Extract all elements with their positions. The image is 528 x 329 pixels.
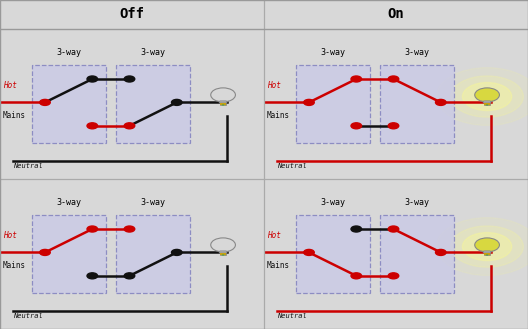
Text: 3-way: 3-way xyxy=(404,48,430,58)
Circle shape xyxy=(486,254,488,256)
Text: Mains: Mains xyxy=(3,262,26,270)
Circle shape xyxy=(124,273,135,279)
Circle shape xyxy=(451,76,523,117)
Circle shape xyxy=(40,249,50,255)
Circle shape xyxy=(351,76,362,82)
Text: Off: Off xyxy=(119,8,145,21)
Circle shape xyxy=(222,104,224,106)
Text: 3-way: 3-way xyxy=(140,198,166,208)
Text: Mains: Mains xyxy=(267,112,290,120)
FancyBboxPatch shape xyxy=(220,104,227,105)
Text: Hot: Hot xyxy=(3,232,16,240)
Circle shape xyxy=(436,99,446,105)
Circle shape xyxy=(87,76,98,82)
Circle shape xyxy=(388,273,399,279)
Circle shape xyxy=(436,218,528,275)
Circle shape xyxy=(304,99,314,105)
FancyBboxPatch shape xyxy=(220,103,227,105)
FancyBboxPatch shape xyxy=(484,104,491,105)
Circle shape xyxy=(211,88,235,102)
Text: Mains: Mains xyxy=(3,112,26,120)
Polygon shape xyxy=(219,101,227,103)
Circle shape xyxy=(436,68,528,125)
FancyBboxPatch shape xyxy=(484,103,491,105)
FancyBboxPatch shape xyxy=(484,103,491,104)
FancyBboxPatch shape xyxy=(116,215,190,293)
Circle shape xyxy=(87,273,98,279)
Circle shape xyxy=(124,226,135,232)
FancyBboxPatch shape xyxy=(484,254,491,255)
Circle shape xyxy=(351,273,362,279)
FancyBboxPatch shape xyxy=(220,254,227,255)
Circle shape xyxy=(172,249,182,255)
FancyBboxPatch shape xyxy=(380,215,454,293)
FancyBboxPatch shape xyxy=(296,65,370,143)
Text: Neutral: Neutral xyxy=(13,313,43,319)
Text: Hot: Hot xyxy=(267,232,280,240)
Circle shape xyxy=(475,88,499,102)
Circle shape xyxy=(124,76,135,82)
Circle shape xyxy=(463,83,512,111)
Circle shape xyxy=(40,99,50,105)
Circle shape xyxy=(87,123,98,129)
Circle shape xyxy=(211,238,235,252)
FancyBboxPatch shape xyxy=(484,253,491,255)
Circle shape xyxy=(388,226,399,232)
Circle shape xyxy=(304,249,314,255)
Text: 3-way: 3-way xyxy=(320,48,345,58)
Text: Mains: Mains xyxy=(267,262,290,270)
Circle shape xyxy=(222,254,224,256)
FancyBboxPatch shape xyxy=(296,215,370,293)
Text: Hot: Hot xyxy=(3,82,16,90)
Text: 3-way: 3-way xyxy=(320,198,345,208)
Circle shape xyxy=(172,99,182,105)
Text: 3-way: 3-way xyxy=(140,48,166,58)
Text: On: On xyxy=(388,8,404,21)
Circle shape xyxy=(388,76,399,82)
Polygon shape xyxy=(219,251,227,253)
Text: Neutral: Neutral xyxy=(13,163,43,169)
Text: Neutral: Neutral xyxy=(277,313,307,319)
Circle shape xyxy=(436,249,446,255)
Circle shape xyxy=(351,226,362,232)
Circle shape xyxy=(463,233,512,261)
Circle shape xyxy=(124,123,135,129)
Text: 3-way: 3-way xyxy=(56,48,81,58)
Text: 3-way: 3-way xyxy=(404,198,430,208)
Circle shape xyxy=(388,123,399,129)
Circle shape xyxy=(486,104,488,106)
Circle shape xyxy=(475,238,499,252)
Circle shape xyxy=(87,226,98,232)
FancyBboxPatch shape xyxy=(220,253,227,254)
Polygon shape xyxy=(483,251,491,253)
Circle shape xyxy=(351,123,362,129)
Text: Hot: Hot xyxy=(267,82,280,90)
FancyBboxPatch shape xyxy=(220,253,227,255)
Circle shape xyxy=(451,226,523,267)
FancyBboxPatch shape xyxy=(380,65,454,143)
FancyBboxPatch shape xyxy=(32,65,106,143)
FancyBboxPatch shape xyxy=(116,65,190,143)
Text: 3-way: 3-way xyxy=(56,198,81,208)
FancyBboxPatch shape xyxy=(484,253,491,254)
FancyBboxPatch shape xyxy=(220,103,227,104)
Polygon shape xyxy=(483,101,491,103)
FancyBboxPatch shape xyxy=(32,215,106,293)
Text: Neutral: Neutral xyxy=(277,163,307,169)
